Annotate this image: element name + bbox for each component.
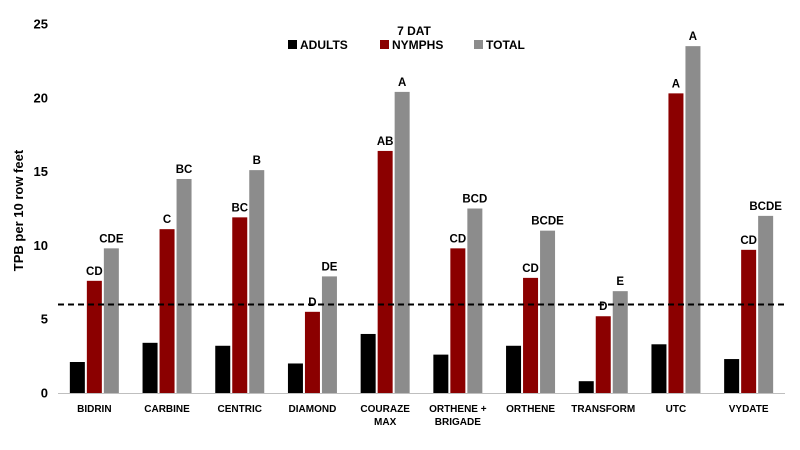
bar-adults	[215, 345, 231, 393]
x-tick-label: DIAMOND	[289, 404, 337, 415]
bar-nymphs	[523, 277, 539, 393]
legend-label-total: TOTAL	[486, 38, 525, 52]
bar-total	[758, 215, 774, 393]
bar-letter-label: C	[163, 214, 171, 226]
bar-letter-label: D	[599, 301, 607, 313]
bar-adults	[506, 345, 522, 393]
bar-letter-label: AB	[377, 136, 394, 148]
y-tick-label: 10	[34, 238, 48, 253]
bar-letter-label: D	[308, 297, 316, 309]
y-axis-label: TPB per 10 row feet	[11, 149, 26, 271]
x-tick-label: CARBINE	[144, 404, 190, 415]
y-tick-label: 15	[34, 164, 48, 179]
x-tick-label: ORTHENE +	[429, 404, 487, 415]
legend-label-nymphs: NYMPHS	[392, 38, 443, 52]
bar-total	[321, 276, 337, 393]
bars	[69, 46, 774, 394]
bar-nymphs	[86, 280, 102, 393]
bar-letter-label: BC	[231, 202, 248, 214]
bar-total	[103, 248, 119, 393]
y-tick-label: 20	[34, 90, 48, 105]
bar-adults	[360, 333, 376, 393]
x-tick-label: COURAZE	[360, 404, 410, 415]
bar-letter-label: CDE	[99, 233, 124, 245]
bar-letter-label: A	[672, 78, 680, 90]
bar-letter-label: BCD	[462, 194, 487, 206]
legend-swatch-adults	[288, 40, 297, 49]
bar-adults	[578, 381, 594, 393]
bar-letter-label: B	[253, 155, 261, 167]
bar-nymphs	[159, 229, 175, 393]
bar-letter-label: BCDE	[531, 216, 564, 228]
x-tick-label: VYDATE	[729, 404, 769, 415]
bar-adults	[724, 359, 740, 393]
bar-adults	[69, 362, 85, 393]
bar-total	[540, 230, 556, 393]
legend-label-adults: ADULTS	[300, 38, 348, 52]
bar-adults	[651, 344, 667, 393]
bar-total	[249, 170, 265, 393]
x-tick-label: BRIGADE	[435, 417, 481, 428]
y-tick-label: 25	[34, 17, 48, 32]
axes: 0 5 10 15 20 25 TPB per 10 row feet BIDRIN CARBI…	[11, 17, 785, 428]
x-tick-label: CENTRIC	[218, 404, 262, 415]
bar-total	[685, 46, 701, 393]
bar-letter-label: A	[689, 31, 697, 43]
bar-letter-label: CD	[740, 235, 757, 247]
bar-nymphs	[741, 249, 757, 393]
x-tick-label: MAX	[374, 417, 397, 428]
x-tick-label: UTC	[666, 404, 687, 415]
x-tick-label: BIDRIN	[77, 404, 111, 415]
legend-swatch-total	[474, 40, 483, 49]
bar-total	[394, 91, 410, 394]
bar-letter-label: E	[616, 276, 624, 288]
y-tick-label: 0	[41, 386, 48, 401]
bar-adults	[142, 342, 158, 393]
bar-nymphs	[668, 93, 684, 393]
bar-adults	[433, 354, 449, 393]
legend-swatch-nymphs	[380, 40, 389, 49]
bar-letter-label: CD	[522, 263, 539, 275]
chart-title: 7 DAT	[397, 24, 431, 38]
bar-letter-label: BCDE	[749, 201, 782, 213]
bar-nymphs	[304, 311, 320, 393]
x-tick-label: TRANSFORM	[571, 404, 635, 415]
bar-total	[612, 291, 628, 393]
y-tick-label: 5	[41, 312, 48, 327]
bar-letter-label: A	[398, 77, 406, 89]
bar-total	[176, 178, 192, 393]
bar-letter-label: BC	[176, 164, 193, 176]
bar-nymphs	[595, 316, 611, 393]
bar-nymphs	[450, 248, 466, 393]
bar-letter-label: DE	[321, 261, 337, 273]
bar-letter-label: CD	[450, 233, 467, 245]
x-tick-label: ORTHENE	[506, 404, 555, 415]
bar-total	[467, 208, 483, 393]
bar-adults	[287, 363, 303, 393]
bar-nymphs	[377, 150, 393, 393]
bar-letter-label: CD	[86, 266, 103, 278]
legend: 7 DAT ADULTS NYMPHS TOTAL	[288, 24, 525, 52]
